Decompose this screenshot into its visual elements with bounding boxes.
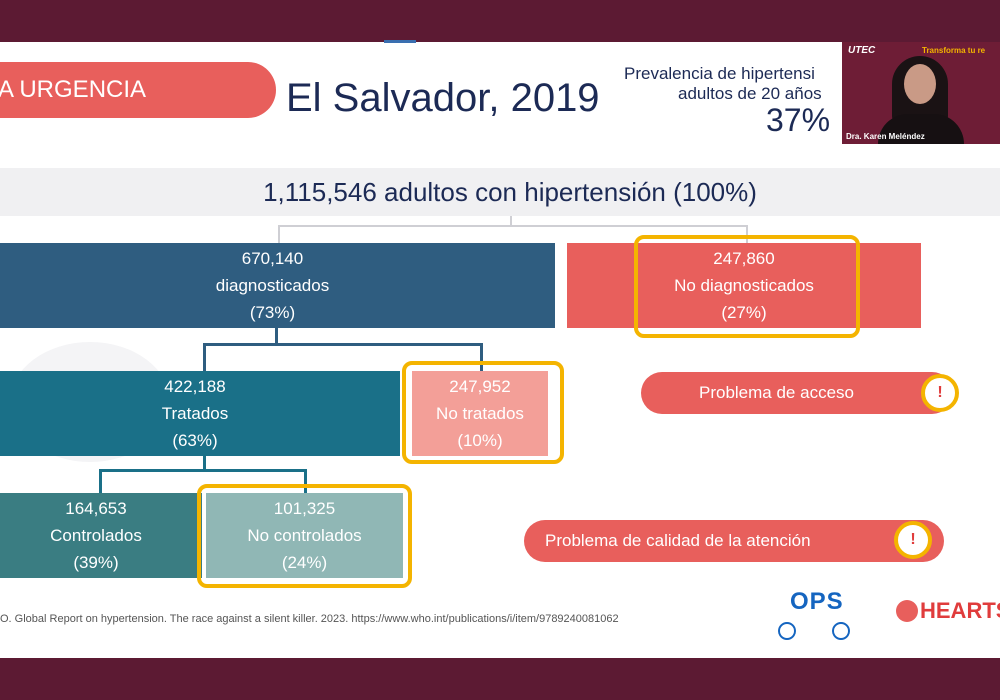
not-controlled-pct: (24%)	[281, 553, 328, 572]
total-label: 1,115,546 adultos con hipertensión (100%…	[263, 176, 757, 207]
source-citation: O. Global Report on hypertension. The ra…	[0, 613, 619, 625]
diagnosed-pct: (73%)	[249, 303, 296, 322]
connector-diag-left	[203, 343, 206, 371]
page-title: El Salvador, 2019	[286, 76, 600, 120]
not-controlled-box: 101,325 No controlados (24%)	[206, 493, 403, 578]
connector-treat-right	[304, 469, 307, 493]
video-brand: UTEC	[848, 45, 876, 56]
controlled-box: 164,653 Controlados (39%)	[0, 493, 202, 578]
treated-label: Tratados	[161, 404, 229, 423]
top-connector-right	[746, 225, 748, 243]
speaker-body	[878, 114, 964, 144]
not-treated-box: 247,952 No tratados (10%)	[412, 371, 548, 456]
slide: A URGENCIA El Salvador, 2019 Prevalencia…	[0, 42, 1000, 658]
speaker-face	[904, 64, 936, 104]
top-connector-left	[278, 225, 280, 243]
diagnosed-box: 670,140 diagnosticados (73%)	[0, 243, 555, 328]
not-controlled-count: 101,325	[273, 499, 336, 518]
connector-diag-right	[480, 343, 483, 371]
access-problem-label: Problema de acceso	[699, 383, 854, 402]
connector-treat-down	[203, 456, 206, 470]
connector-treat-left	[99, 469, 102, 493]
not-treated-pct: (10%)	[457, 431, 503, 450]
connector-diag-bar	[203, 343, 483, 346]
who-globe-icon	[832, 622, 850, 640]
slide-top-marker	[384, 40, 416, 43]
prevalence-line2: adultos de 20 años	[678, 84, 822, 103]
total-box: 1,115,546 adultos con hipertensión (100%…	[0, 168, 1000, 216]
controlled-pct: (39%)	[73, 553, 119, 572]
header-tag: A URGENCIA	[0, 62, 276, 118]
not-treated-label: No tratados	[436, 404, 524, 423]
not-diagnosed-highlight	[634, 235, 860, 338]
not-diagnosed-label: No diagnosticados	[674, 276, 814, 295]
ops-logo: OPS	[790, 588, 844, 615]
treated-count: 422,188	[164, 377, 226, 396]
top-connector	[510, 216, 512, 226]
not-treated-highlight	[402, 361, 564, 464]
not-diagnosed-count: 247,860	[713, 249, 775, 268]
ops-globe-icon	[778, 622, 796, 640]
diagnosed-label: diagnosticados	[215, 276, 330, 295]
speaker-video: UTEC Transforma tu re Dra. Karen Melénde…	[842, 42, 1000, 144]
not-controlled-highlight	[197, 484, 412, 588]
connector-treat-bar	[99, 469, 307, 472]
hearts-heart-icon	[896, 600, 918, 622]
controlled-label: Controlados	[50, 526, 142, 545]
connector-diag-down	[275, 328, 278, 344]
header-tag-label: A URGENCIA	[0, 76, 147, 103]
access-problem-pill: Problema de acceso	[641, 372, 953, 414]
prevalence-line1: Prevalencia de hipertensi	[624, 64, 815, 83]
not-diagnosed-box: 247,860 No diagnosticados (27%)	[567, 243, 921, 328]
diagnosed-count: 670,140	[241, 249, 304, 268]
not-treated-count: 247,952	[449, 377, 511, 396]
top-connector-bar	[278, 225, 748, 227]
treated-box: 422,188 Tratados (63%)	[0, 371, 400, 456]
quality-problem-label: Problema de calidad de la atención	[545, 531, 811, 550]
access-warning-icon: !	[921, 374, 959, 412]
speaker-name: Dra. Karen Meléndez	[846, 132, 925, 141]
controlled-count: 164,653	[65, 499, 127, 518]
quality-problem-pill: Problema de calidad de la atención	[524, 520, 944, 562]
prevalence-value: 37%	[766, 102, 831, 138]
video-banner: Transforma tu re	[922, 46, 986, 55]
treated-pct: (63%)	[172, 431, 218, 450]
quality-warning-icon: !	[894, 521, 932, 559]
hearts-logo: HEARTS	[920, 598, 1000, 623]
not-diagnosed-pct: (27%)	[721, 303, 767, 322]
not-controlled-label: No controlados	[247, 526, 362, 545]
